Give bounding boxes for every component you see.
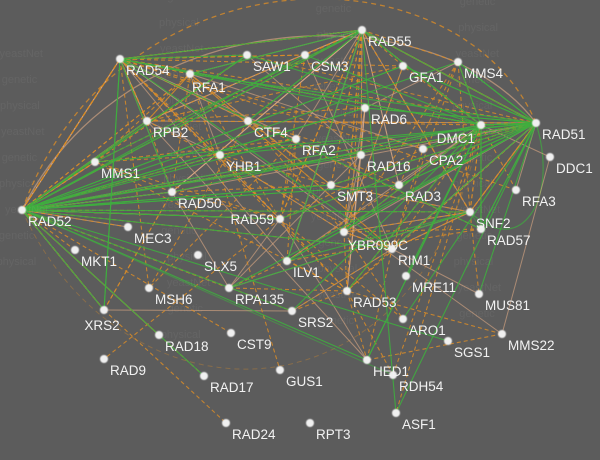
svg-text:SLX5: SLX5 (204, 259, 237, 274)
svg-text:HED1: HED1 (373, 364, 409, 379)
svg-text:RFA1: RFA1 (192, 80, 226, 95)
svg-text:XRS2: XRS2 (84, 318, 119, 333)
svg-text:MMS22: MMS22 (508, 338, 555, 353)
svg-text:RAD59: RAD59 (230, 212, 274, 227)
svg-text:MKT1: MKT1 (81, 254, 117, 269)
svg-text:RIM1: RIM1 (398, 253, 430, 268)
svg-text:RPT3: RPT3 (316, 427, 351, 442)
svg-text:GUS1: GUS1 (286, 374, 323, 389)
svg-text:RAD57: RAD57 (487, 233, 531, 248)
svg-text:RAD3: RAD3 (405, 189, 441, 204)
svg-text:RAD24: RAD24 (232, 427, 276, 442)
svg-text:DDC1: DDC1 (556, 161, 593, 176)
svg-text:ASF1: ASF1 (402, 417, 436, 432)
svg-text:RAD17: RAD17 (210, 380, 254, 395)
svg-text:MMS1: MMS1 (101, 166, 140, 181)
svg-text:RFA2: RFA2 (302, 143, 336, 158)
svg-text:RFA3: RFA3 (522, 194, 556, 209)
svg-text:SAW1: SAW1 (253, 59, 291, 74)
svg-text:RAD52: RAD52 (28, 214, 72, 229)
svg-text:YBR099C: YBR099C (348, 238, 408, 253)
svg-text:GFA1: GFA1 (409, 70, 444, 85)
svg-text:RAD51: RAD51 (542, 127, 586, 142)
svg-text:RAD6: RAD6 (371, 112, 407, 127)
svg-text:ILV1: ILV1 (293, 265, 320, 280)
svg-text:RAD16: RAD16 (367, 159, 411, 174)
svg-text:RDH54: RDH54 (399, 379, 444, 394)
svg-text:YHB1: YHB1 (226, 159, 261, 174)
svg-text:ARO1: ARO1 (409, 323, 446, 338)
svg-text:RAD55: RAD55 (368, 34, 412, 49)
svg-text:MRE11: MRE11 (412, 280, 456, 295)
svg-text:CTF4: CTF4 (254, 125, 288, 140)
svg-text:RPA135: RPA135 (235, 292, 284, 307)
svg-text:RAD9: RAD9 (110, 363, 146, 378)
svg-text:SGS1: SGS1 (454, 345, 490, 360)
svg-text:CST9: CST9 (237, 337, 272, 352)
